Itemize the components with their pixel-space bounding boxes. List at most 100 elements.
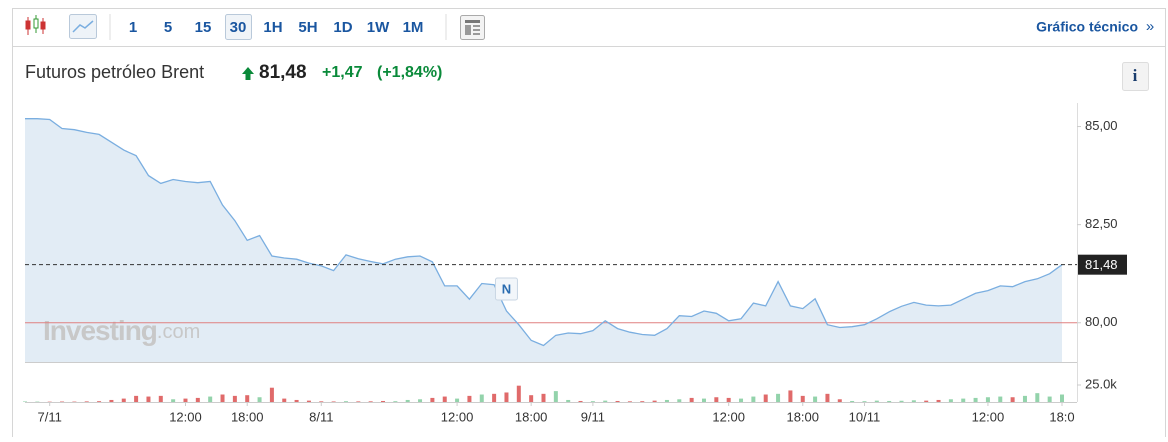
volume-bar (183, 399, 187, 402)
volume-bar (196, 398, 200, 402)
volume-bar (628, 401, 632, 402)
volume-bar (887, 401, 891, 402)
x-tick-label: 9/11 (581, 409, 605, 424)
volume-bar (739, 399, 743, 402)
x-tick-label: 12:00 (169, 409, 202, 424)
volume-bar (714, 397, 718, 402)
volume-bar (406, 400, 410, 402)
volume-bar (961, 399, 965, 402)
interval-button[interactable]: 5H (298, 19, 317, 36)
x-tick-label: 10/11 (849, 409, 881, 424)
volume-bar (788, 390, 792, 402)
volume-bar (677, 399, 681, 402)
volume-bar (702, 399, 706, 402)
volume-bar (665, 400, 669, 402)
volume-bar (517, 386, 521, 402)
volume-bar (307, 401, 311, 402)
volume-bar (986, 397, 990, 402)
volume-bar (97, 401, 101, 402)
line-icon[interactable] (70, 15, 97, 39)
volume-bar (542, 394, 546, 402)
volume-bar (430, 398, 434, 402)
volume-bar (727, 398, 731, 402)
volume-bar (159, 396, 163, 402)
volume-bar (171, 399, 175, 402)
volume-bar (443, 397, 447, 402)
volume-bar (949, 399, 953, 402)
volume-bar (344, 401, 348, 402)
volume-bar (1060, 395, 1064, 402)
volume-bar (455, 399, 459, 402)
x-tick-label: 18:00 (786, 409, 819, 424)
volume-bar (134, 396, 138, 402)
volume-bar (875, 401, 879, 402)
volume-bar (208, 397, 212, 402)
link-arrow[interactable]: » (1146, 18, 1154, 35)
annotation-label: N (502, 281, 511, 296)
interval-button[interactable]: 1H (263, 19, 282, 36)
volume-bar (369, 401, 373, 402)
layout-icon[interactable] (461, 16, 485, 40)
volume-bar (579, 401, 583, 402)
last-price-label: 81,48 (1085, 257, 1118, 272)
x-tick-label: 18:00 (231, 409, 264, 424)
volume-bar (356, 401, 360, 402)
interval-button[interactable]: 30 (230, 19, 247, 36)
x-tick-label: 18:00 (515, 409, 548, 424)
volume-bar (1023, 396, 1027, 402)
volume-bar (245, 395, 249, 402)
volume-bar (813, 397, 817, 402)
volume-bar (381, 401, 385, 402)
price: 81,48 (259, 62, 307, 83)
y-tick-label: 82,50 (1085, 216, 1118, 231)
x-tick-label: 12:00 (712, 409, 745, 424)
volume-bar (850, 401, 854, 402)
interval-button[interactable]: 5 (164, 19, 172, 36)
watermark-suffix: .com (157, 321, 200, 343)
change-pct: (+1,84%) (377, 64, 442, 81)
interval-button[interactable]: 1M (403, 19, 424, 36)
interval-button[interactable]: 1 (129, 19, 137, 36)
volume-bar (23, 401, 27, 402)
change: +1,47 (322, 64, 363, 81)
volume-bar (801, 396, 805, 402)
volume-bar (282, 399, 286, 402)
volume-bar (480, 395, 484, 402)
volume-bar (146, 397, 150, 402)
interval-button[interactable]: 15 (195, 19, 212, 36)
volume-bar (529, 395, 533, 402)
volume-bar (418, 399, 422, 402)
volume-bar (690, 398, 694, 402)
volume-bar (912, 400, 916, 402)
y-tick-label: 80,00 (1085, 314, 1118, 329)
volume-bar (998, 397, 1002, 402)
volume-bar (554, 391, 558, 402)
volume-bar (504, 392, 508, 402)
volume-bar (85, 401, 89, 402)
x-tick-label: 12:00 (972, 409, 1005, 424)
volume-bar (603, 401, 607, 402)
volume-bar (332, 401, 336, 402)
volume-bar (653, 401, 657, 402)
instrument-name: Futuros petróleo Brent (25, 62, 204, 82)
volume-bar (751, 397, 755, 402)
volume-bar (937, 400, 941, 402)
interval-button[interactable]: 1D (333, 19, 352, 36)
volume-bar (319, 401, 323, 402)
volume-bar (1048, 397, 1052, 402)
volume-bar (295, 400, 299, 402)
volume-bar (467, 396, 471, 402)
volume-bar (974, 398, 978, 402)
volume-bar (258, 397, 262, 402)
x-tick-label: 8/11 (309, 409, 333, 424)
volume-bar (776, 394, 780, 402)
volume-bar (640, 401, 644, 402)
volume-bar (924, 401, 928, 402)
interval-button[interactable]: 1W (367, 19, 390, 36)
volume-bar (393, 401, 397, 402)
volume-bar (825, 394, 829, 402)
technical-link[interactable]: Gráfico técnico (1036, 19, 1138, 35)
volume-bar (591, 401, 595, 402)
info-icon[interactable]: i (1133, 66, 1138, 85)
